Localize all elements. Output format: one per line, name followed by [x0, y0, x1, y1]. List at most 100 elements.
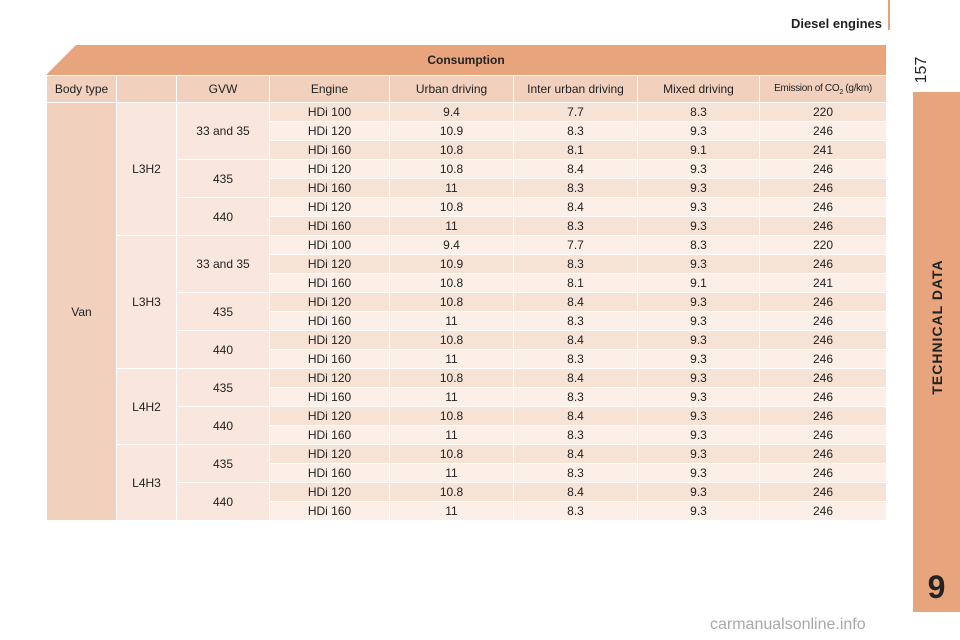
table-row: HDi 120 10.9 8.3 9.3 246	[47, 121, 887, 141]
header-engine: Engine	[269, 75, 390, 103]
table-row: 440 HDi 120 10.8 8.4 9.3 246	[47, 197, 887, 236]
header-gvw: GVW	[176, 75, 270, 103]
urban-cell: 10.9	[389, 121, 514, 141]
emission-unit: (g/km)	[842, 82, 872, 94]
gvw-cell: 440	[176, 406, 270, 445]
engine-cell: HDi 160	[269, 273, 390, 293]
engine-cell: HDi 160	[269, 178, 390, 198]
inter-urban-cell: 8.3	[513, 387, 638, 407]
emission-cell: 246	[759, 482, 887, 502]
mixed-cell: 9.3	[637, 292, 760, 312]
mixed-cell: 9.3	[637, 330, 760, 350]
urban-cell: 11	[389, 311, 514, 331]
urban-cell: 9.4	[389, 102, 514, 122]
mixed-cell: 9.3	[637, 387, 760, 407]
inter-urban-cell: 8.3	[513, 254, 638, 274]
consumption-table: Body type GVW Engine Urban driving Inter…	[46, 75, 887, 521]
inter-urban-cell: 8.3	[513, 425, 638, 445]
emission-cell: 246	[759, 425, 887, 445]
inter-urban-cell: 8.3	[513, 349, 638, 369]
table-body: Van L3H2 33 and 35 HDi 100 9.4 7.7 8.3 220 HDi 1…	[46, 102, 887, 521]
urban-cell: 11	[389, 349, 514, 369]
inter-urban-cell: 8.1	[513, 273, 638, 293]
table-row: 440 HDi 120 10.8 8.4 9.3 246	[47, 482, 887, 521]
table-row: L3H3 33 and 35 HDi 100 9.4 7.7 8.3 220	[47, 235, 887, 369]
header-mixed: Mixed driving	[637, 75, 760, 103]
engine-cell: HDi 160	[269, 216, 390, 236]
mixed-cell: 9.3	[637, 254, 760, 274]
urban-cell: 10.8	[389, 159, 514, 179]
inter-urban-cell: 8.4	[513, 330, 638, 350]
engine-cell: HDi 160	[269, 425, 390, 445]
emission-label: Emission of CO	[774, 82, 840, 94]
section-title: Diesel engines	[790, 16, 882, 31]
emission-cell: 220	[759, 235, 887, 255]
mixed-cell: 9.3	[637, 425, 760, 445]
urban-cell: 11	[389, 463, 514, 483]
mixed-cell: 9.1	[637, 140, 760, 160]
engine-cell: HDi 160	[269, 311, 390, 331]
table-row: HDi 160 11 8.3 9.3 246	[47, 463, 887, 483]
emission-cell: 246	[759, 368, 887, 388]
urban-cell: 11	[389, 387, 514, 407]
gvw-cell: 435	[176, 444, 270, 483]
urban-cell: 10.8	[389, 444, 514, 464]
urban-cell: 10.8	[389, 140, 514, 160]
header-length	[116, 75, 177, 103]
mixed-cell: 9.3	[637, 121, 760, 141]
table-row: 440 HDi 120 10.8 8.4 9.3 246	[47, 330, 887, 369]
table-row: 435 HDi 120 10.8 8.4 9.3 246	[47, 159, 887, 198]
table-row: L4H3 435 HDi 120 10.8 8.4 9.3 246	[47, 444, 887, 521]
consumption-table-section: Consumption Body type GVW Engine Urban d…	[46, 45, 887, 521]
engine-cell: HDi 120	[269, 254, 390, 274]
mixed-cell: 8.3	[637, 102, 760, 122]
header-inter-urban: Inter urban driving	[513, 75, 638, 103]
engine-cell: HDi 120	[269, 292, 390, 312]
mixed-cell: 9.3	[637, 159, 760, 179]
table-row: HDi 160 11 8.3 9.3 246	[47, 501, 887, 521]
mixed-cell: 8.3	[637, 235, 760, 255]
table-row: HDi 160 11 8.3 9.3 246	[47, 311, 887, 331]
gvw-cell: 440	[176, 330, 270, 369]
emission-cell: 246	[759, 387, 887, 407]
emission-cell: 246	[759, 254, 887, 274]
emission-cell: 246	[759, 463, 887, 483]
table-row: HDi 160 11 8.3 9.3 246	[47, 349, 887, 369]
mixed-cell: 9.1	[637, 273, 760, 293]
table-row: HDi 160 11 8.3 9.3 246	[47, 216, 887, 236]
table-row: HDi 160 10.8 8.1 9.1 241	[47, 273, 887, 293]
urban-cell: 11	[389, 425, 514, 445]
emission-cell: 246	[759, 501, 887, 521]
emission-cell: 241	[759, 273, 887, 293]
mixed-cell: 9.3	[637, 368, 760, 388]
header-urban: Urban driving	[389, 75, 514, 103]
table-title: Consumption	[46, 45, 886, 75]
emission-cell: 246	[759, 159, 887, 179]
mixed-cell: 9.3	[637, 482, 760, 502]
mixed-cell: 9.3	[637, 463, 760, 483]
body-type-cell: Van	[46, 102, 117, 521]
length-cell: L4H3	[116, 444, 177, 521]
urban-cell: 10.8	[389, 406, 514, 426]
inter-urban-cell: 8.3	[513, 311, 638, 331]
emission-cell: 241	[759, 140, 887, 160]
length-cell: L4H2	[116, 368, 177, 445]
table-row: HDi 120 10.9 8.3 9.3 246	[47, 254, 887, 274]
inter-urban-cell: 7.7	[513, 235, 638, 255]
emission-cell: 246	[759, 406, 887, 426]
table-row: HDi 160 11 8.3 9.3 246	[47, 425, 887, 445]
engine-cell: HDi 160	[269, 501, 390, 521]
header-divider	[888, 0, 890, 30]
inter-urban-cell: 8.4	[513, 482, 638, 502]
emission-cell: 246	[759, 216, 887, 236]
engine-cell: HDi 120	[269, 330, 390, 350]
urban-cell: 11	[389, 216, 514, 236]
gvw-cell: 440	[176, 482, 270, 521]
mixed-cell: 9.3	[637, 311, 760, 331]
gvw-cell: 435	[176, 368, 270, 407]
engine-cell: HDi 160	[269, 463, 390, 483]
urban-cell: 10.8	[389, 273, 514, 293]
length-cell: L3H3	[116, 235, 177, 369]
urban-cell: 10.9	[389, 254, 514, 274]
header-body-type: Body type	[46, 75, 117, 103]
